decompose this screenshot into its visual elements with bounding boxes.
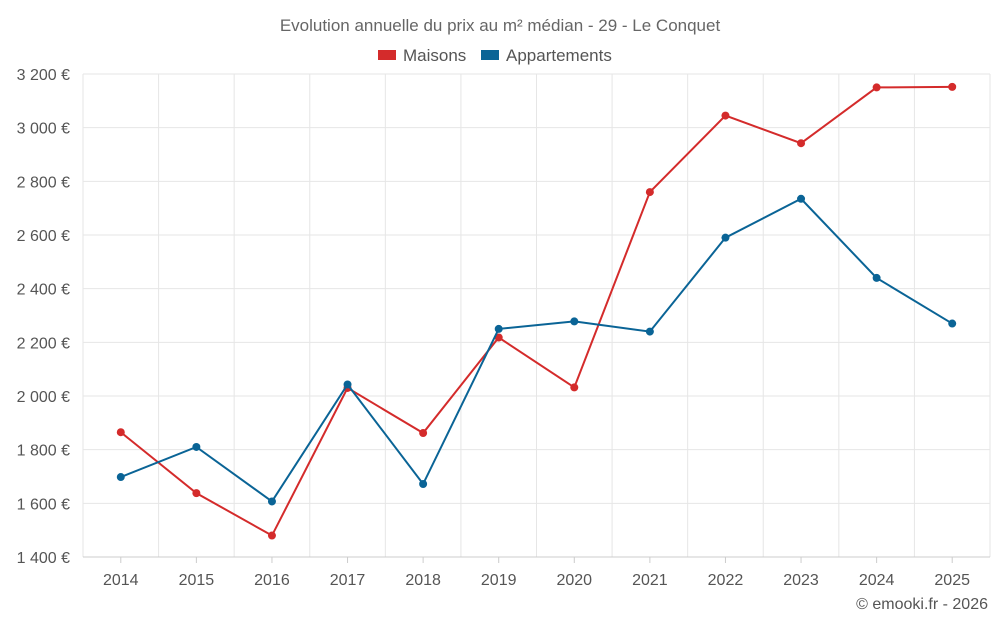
y-tick-label: 3 200 € <box>17 67 70 84</box>
x-tick-label: 2018 <box>405 572 441 589</box>
data-point-maisons[interactable] <box>267 531 276 540</box>
y-tick-label: 1 600 € <box>17 496 70 513</box>
legend[interactable]: Maisons Appartements <box>378 46 612 65</box>
series-layer <box>116 82 957 540</box>
x-tick-label: 2022 <box>708 572 744 589</box>
x-axis: 2014 2015 2016 2017 2018 2019 2020 2021 2022 2023… <box>83 556 990 589</box>
x-tick-label: 2025 <box>934 572 970 589</box>
y-tick-label: 1 800 € <box>17 443 70 460</box>
data-point-maisons[interactable] <box>494 333 503 342</box>
series-line-appartements[interactable] <box>120 197 953 503</box>
legend-swatch <box>378 50 396 60</box>
chart-title: Evolution annuelle du prix au m² médian … <box>280 16 721 35</box>
data-point-appartements[interactable] <box>116 473 125 482</box>
x-tick-label: 2020 <box>556 572 592 589</box>
data-point-maisons[interactable] <box>797 139 806 148</box>
y-axis: 1 400 € 1 600 € 1 800 € 2 000 € 2 200 € 2 400… <box>17 67 70 567</box>
x-tick-label: 2014 <box>103 572 139 589</box>
data-point-appartements[interactable] <box>948 319 957 328</box>
legend-item-maisons[interactable]: Maisons <box>378 46 466 65</box>
legend-swatch <box>481 50 499 60</box>
data-point-maisons[interactable] <box>570 383 579 392</box>
x-tick-label: 2017 <box>330 572 366 589</box>
data-point-appartements[interactable] <box>343 380 352 389</box>
data-point-maisons[interactable] <box>645 188 654 197</box>
y-tick-label: 1 400 € <box>17 550 70 567</box>
data-point-appartements[interactable] <box>645 327 654 336</box>
data-point-appartements[interactable] <box>721 233 730 242</box>
x-tick-label: 2015 <box>179 572 215 589</box>
legend-label: Appartements <box>506 46 612 65</box>
y-tick-label: 3 000 € <box>17 121 70 138</box>
data-point-appartements[interactable] <box>267 497 276 506</box>
data-point-maisons[interactable] <box>948 82 957 91</box>
y-tick-label: 2 800 € <box>17 174 70 191</box>
data-point-appartements[interactable] <box>419 480 428 489</box>
legend-label: Maisons <box>403 46 466 65</box>
credit-text: © emooki.fr - 2026 <box>856 596 988 613</box>
series-line-maisons[interactable] <box>120 85 953 537</box>
data-point-maisons[interactable] <box>872 83 881 92</box>
x-tick-label: 2024 <box>859 572 895 589</box>
data-point-appartements[interactable] <box>570 317 579 326</box>
y-tick-label: 2 200 € <box>17 335 70 352</box>
data-point-appartements[interactable] <box>192 442 201 451</box>
data-point-appartements[interactable] <box>872 273 881 282</box>
data-point-appartements[interactable] <box>494 324 503 333</box>
y-tick-label: 2 000 € <box>17 389 70 406</box>
data-point-maisons[interactable] <box>192 489 201 498</box>
x-tick-label: 2023 <box>783 572 819 589</box>
legend-item-appartements[interactable]: Appartements <box>481 46 612 65</box>
data-point-maisons[interactable] <box>116 428 125 437</box>
data-point-maisons[interactable] <box>419 429 428 438</box>
x-tick-label: 2019 <box>481 572 517 589</box>
y-tick-label: 2 400 € <box>17 282 70 299</box>
data-point-maisons[interactable] <box>721 111 730 120</box>
x-tick-label: 2016 <box>254 572 290 589</box>
y-tick-label: 2 600 € <box>17 228 70 245</box>
data-point-appartements[interactable] <box>797 194 806 203</box>
x-tick-label: 2021 <box>632 572 668 589</box>
grid <box>82 73 991 558</box>
